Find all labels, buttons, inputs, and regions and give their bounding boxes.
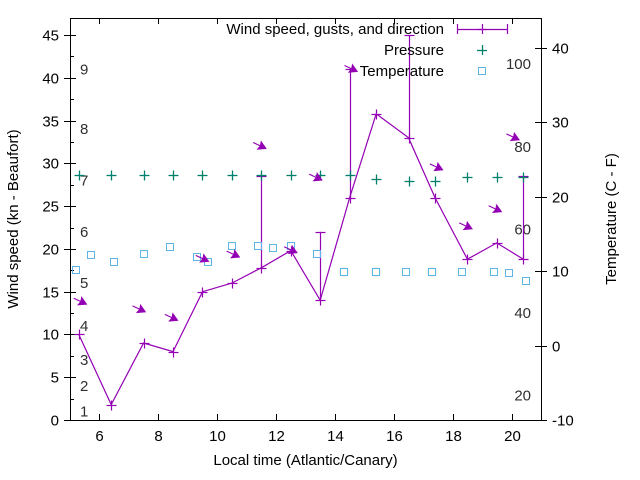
temperature-marker xyxy=(139,249,149,259)
temperature-marker xyxy=(427,267,437,277)
x-axis-tick-label: 12 xyxy=(268,428,285,445)
y-axis-tick-label: 15 xyxy=(42,285,59,302)
legend-label-2: Temperature xyxy=(360,63,444,80)
beaufort-scale-label: 7 xyxy=(80,173,88,190)
beaufort-scale-label: 6 xyxy=(80,224,88,241)
y-axis-tick-label: 10 xyxy=(42,327,59,344)
wind-direction-arrow xyxy=(429,161,444,172)
fahrenheit-scale-label: 20 xyxy=(514,387,531,404)
wind-direction-arrow xyxy=(488,203,503,214)
temperature-marker xyxy=(71,265,81,275)
temperature-marker xyxy=(457,267,467,277)
x-axis-tick-label: 16 xyxy=(386,428,403,445)
y-axis-tick-label: 45 xyxy=(42,28,59,45)
beaufort-scale-label: 3 xyxy=(80,352,88,369)
temperature-marker xyxy=(109,257,119,267)
x-axis-tick-label: 18 xyxy=(445,428,462,445)
y2-axis-tick-label: 30 xyxy=(552,115,569,132)
x-axis-tick-label: 6 xyxy=(95,428,103,445)
temperature-marker xyxy=(521,276,531,286)
y-axis-tick-label: 35 xyxy=(42,114,59,131)
y-axis-tick-label: 25 xyxy=(42,199,59,216)
y2-axis-tick-label: 0 xyxy=(552,339,560,356)
legend-symbol-temperature xyxy=(477,66,487,76)
wind-direction-arrow xyxy=(73,296,88,306)
temperature-marker xyxy=(401,267,411,277)
y-axis-tick-label: 20 xyxy=(42,242,59,259)
x-axis-tick-label: 8 xyxy=(154,428,162,445)
wind-direction-arrow xyxy=(506,131,521,142)
x-axis-tick-label: 14 xyxy=(327,428,344,445)
y2-axis-title: Temperature (C - F) xyxy=(603,153,620,285)
x-axis-tick-label: 20 xyxy=(504,428,521,445)
wind-direction-arrow xyxy=(226,249,241,259)
temperature-marker xyxy=(165,242,175,252)
y-axis-tick-label: 0 xyxy=(51,413,59,430)
y-axis-tick-label: 30 xyxy=(42,156,59,173)
x-axis-title: Local time (Atlantic/Canary) xyxy=(213,452,397,469)
wind-direction-arrow xyxy=(283,244,298,255)
temperature-marker xyxy=(268,243,278,253)
x-axis-tick-label: 10 xyxy=(209,428,226,445)
fahrenheit-scale-label: 40 xyxy=(514,305,531,322)
y2-axis-tick-label: 20 xyxy=(552,190,569,207)
wind-direction-arrow xyxy=(308,172,323,182)
y2-axis-tick-label: -10 xyxy=(552,413,574,430)
beaufort-scale-label: 8 xyxy=(80,121,88,138)
legend-label-0: Wind speed, gusts, and direction xyxy=(226,21,444,38)
wind-direction-arrow xyxy=(132,303,147,314)
y2-axis-tick-label: 10 xyxy=(552,264,569,281)
temperature-marker xyxy=(192,252,202,262)
plot-frame xyxy=(70,18,542,421)
temperature-marker xyxy=(489,267,499,277)
wind-speed-line xyxy=(78,112,524,406)
temperature-marker xyxy=(227,241,237,251)
wind-direction-arrow xyxy=(195,253,210,263)
fahrenheit-scale-label: 60 xyxy=(514,221,531,238)
temperature-marker xyxy=(86,250,96,260)
temperature-marker xyxy=(371,267,381,277)
temperature-marker xyxy=(312,249,322,259)
beaufort-scale-label: 4 xyxy=(80,318,88,335)
y2-axis-tick-label: 40 xyxy=(552,41,569,58)
wind-direction-arrow xyxy=(459,220,473,231)
beaufort-scale-label: 1 xyxy=(80,403,88,420)
wind-direction-arrow xyxy=(164,312,179,322)
wind-direction-arrow xyxy=(344,63,359,73)
beaufort-scale-label: 2 xyxy=(80,378,88,395)
temperature-marker xyxy=(504,268,514,278)
y-axis-title: Wind speed (kn - Beaufort) xyxy=(5,129,22,308)
fahrenheit-scale-label: 80 xyxy=(514,139,531,156)
y-axis-tick-label: 5 xyxy=(51,370,59,387)
beaufort-scale-label: 9 xyxy=(80,61,88,78)
temperature-marker xyxy=(253,241,263,251)
fahrenheit-scale-label: 100 xyxy=(506,56,531,73)
wind-direction-arrow xyxy=(252,140,267,150)
temperature-marker xyxy=(339,267,349,277)
legend-label-1: Pressure xyxy=(384,42,444,59)
beaufort-scale-label: 5 xyxy=(80,275,88,292)
y-axis-tick-label: 40 xyxy=(42,71,59,88)
